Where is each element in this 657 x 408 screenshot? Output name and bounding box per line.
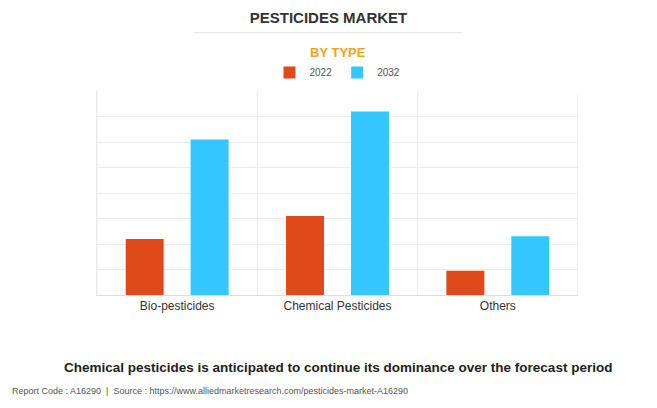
- svg-text:Chemical pesticides is anticip: Chemical pesticides is anticipated to co…: [64, 360, 612, 375]
- svg-text:Report Code : A16290 | Sourc: Report Code : A16290 | Source : https://…: [12, 386, 408, 396]
- svg-text:BY TYPE: BY TYPE: [310, 45, 366, 60]
- svg-text:2032: 2032: [377, 67, 400, 78]
- svg-text:2022: 2022: [310, 67, 333, 78]
- svg-text:Others: Others: [480, 299, 516, 313]
- svg-text:Bio-pesticides: Bio-pesticides: [140, 299, 215, 313]
- svg-text:Chemical Pesticides: Chemical Pesticides: [283, 299, 391, 313]
- svg-text:PESTICIDES MARKET: PESTICIDES MARKET: [250, 9, 408, 26]
